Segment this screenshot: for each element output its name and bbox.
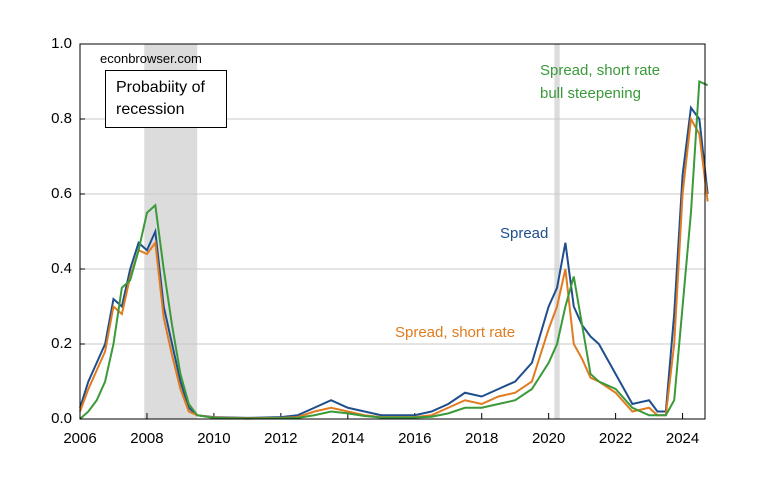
- x-tick-label: 2012: [264, 430, 297, 447]
- x-tick-label: 2006: [63, 430, 96, 447]
- x-tick-label: 2020: [532, 430, 565, 447]
- y-tick-label: 0.4: [51, 260, 72, 277]
- source-note: econbrowser.com: [100, 51, 202, 66]
- x-tick-label: 2024: [666, 430, 699, 447]
- y-tick-label: 0.2: [51, 335, 72, 352]
- x-tick-label: 2018: [465, 430, 498, 447]
- recession-band: [554, 44, 560, 419]
- y-tick-label: 0.6: [51, 185, 72, 202]
- series-line: [79, 105, 709, 419]
- annotation-line: recession: [116, 101, 185, 118]
- x-tick-label: 2016: [398, 430, 431, 447]
- series-label: Spread, short rate: [395, 324, 516, 341]
- series-label: Spread: [500, 225, 549, 242]
- x-tick-label: 2014: [331, 430, 364, 447]
- series-line: [79, 79, 709, 420]
- y-tick-label: 1.0: [51, 35, 72, 52]
- plot-frame: [79, 43, 706, 420]
- x-tick-label: 2010: [197, 430, 230, 447]
- y-tick-label: 0.0: [51, 410, 72, 427]
- series-label: Spread, short rate bull steepening: [540, 62, 661, 102]
- annotation-line: Probabiity of: [116, 79, 205, 96]
- x-tick-label: 2022: [599, 430, 632, 447]
- x-tick-label: 2008: [130, 430, 163, 447]
- annotation-box: Probabiity of recession: [105, 70, 227, 128]
- y-tick-label: 0.8: [51, 110, 72, 127]
